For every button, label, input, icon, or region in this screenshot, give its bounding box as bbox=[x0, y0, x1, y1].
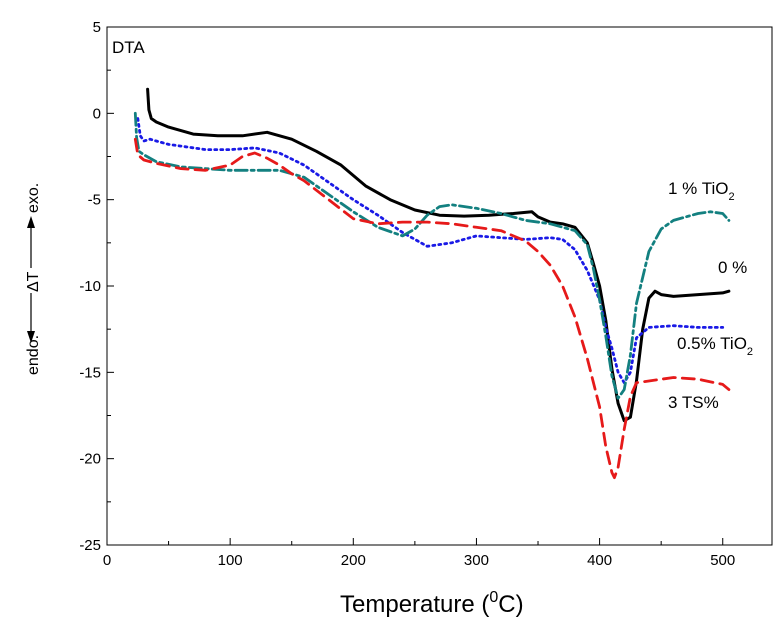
x-tick-label: 200 bbox=[341, 552, 366, 569]
exo-arrow bbox=[27, 216, 35, 268]
y-axis-label-endo: endo. bbox=[25, 335, 42, 375]
y-tick-label: -20 bbox=[79, 451, 101, 468]
label-0-5pct-tio2: 0.5% TiO2 bbox=[677, 334, 753, 358]
y-tick-label: 0 bbox=[93, 105, 101, 122]
y-axis-label: endo. ΔT exo. bbox=[25, 183, 42, 375]
y-tick-label: -15 bbox=[79, 364, 101, 381]
series-line-0-5-tio2 bbox=[136, 117, 725, 385]
endo-arrow bbox=[27, 293, 35, 343]
x-tick-label: 500 bbox=[710, 552, 735, 569]
x-tick-label: 300 bbox=[464, 552, 489, 569]
y-axis-label-delta-t: ΔT bbox=[25, 271, 42, 292]
axis-ticks: 0 100 200 300 400 500 -25 -20 -15 -10 -5 0 5 bbox=[79, 19, 735, 569]
plot-frame bbox=[106, 26, 773, 546]
y-tick-label: -25 bbox=[79, 537, 101, 554]
series-line-1-tio2 bbox=[133, 111, 731, 400]
panel-label: DTA bbox=[112, 38, 145, 57]
label-3-ts-pct: 3 TS% bbox=[668, 393, 719, 412]
series-line-0- bbox=[146, 87, 731, 423]
label-0pct: 0 % bbox=[718, 258, 747, 277]
y-tick-label: -10 bbox=[79, 278, 101, 295]
series-line-3-ts- bbox=[133, 137, 731, 480]
series-group bbox=[133, 87, 731, 480]
y-tick-label: 5 bbox=[93, 19, 101, 36]
x-tick-label: 100 bbox=[218, 552, 243, 569]
y-axis-label-exo: exo. bbox=[25, 183, 42, 213]
x-tick-label: 0 bbox=[103, 552, 111, 569]
label-1pct-tio2: 1 % TiO2 bbox=[668, 179, 735, 203]
x-tick-label: 400 bbox=[587, 552, 612, 569]
y-tick-label: -5 bbox=[88, 192, 101, 209]
x-axis-label: Temperature (0C) bbox=[340, 589, 524, 618]
